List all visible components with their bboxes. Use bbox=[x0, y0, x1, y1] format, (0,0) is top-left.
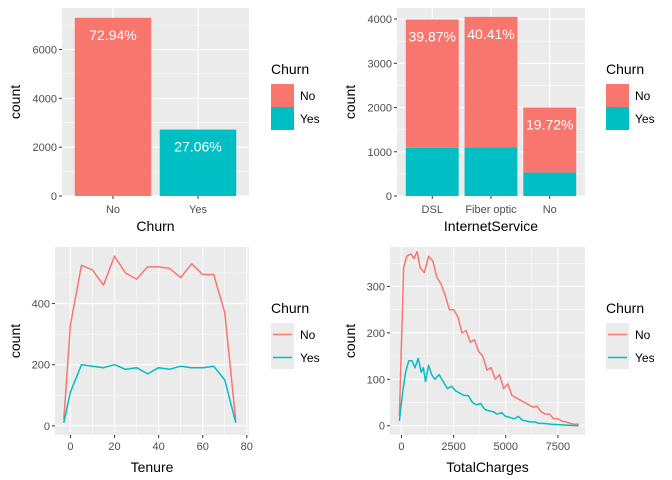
bar-yes-fiber-optic bbox=[464, 147, 518, 196]
x-tick-label: Fiber optic bbox=[465, 204, 517, 216]
legend-title: Churn bbox=[271, 61, 309, 77]
legend-title: Churn bbox=[606, 300, 644, 316]
series-line-no bbox=[398, 250, 579, 426]
x-tick-label: 40 bbox=[152, 441, 164, 453]
legend-label: No bbox=[635, 89, 651, 103]
chart-2: 39.87% 40.41% 19.72% 0 1000 2000 3000 4000 DSL Fi… bbox=[342, 8, 655, 234]
x-tick-label: 20 bbox=[108, 441, 120, 453]
y-tick-label: 3000 bbox=[368, 58, 392, 70]
bar-no-no bbox=[74, 17, 152, 196]
x-tick-label: Yes bbox=[189, 204, 207, 216]
y-tick-label: 2000 bbox=[368, 103, 392, 115]
legend: Churn No Yes bbox=[606, 300, 655, 369]
x-tick-label: 5000 bbox=[494, 441, 518, 453]
series-line-yes bbox=[398, 357, 579, 427]
y-tick-label: 200 bbox=[32, 360, 50, 372]
plot-panel bbox=[55, 247, 249, 435]
legend-label: No bbox=[300, 328, 316, 342]
x-axis-title: Churn bbox=[136, 218, 174, 234]
y-axis-title: count bbox=[7, 85, 23, 119]
y-tick-label: 6000 bbox=[33, 45, 57, 57]
legend-key-yes bbox=[271, 107, 294, 130]
chart-3: 0 200 400 0 20 40 60 80 Tenure count Churn No Yes bbox=[7, 247, 320, 475]
legend-label: Yes bbox=[635, 112, 655, 126]
bar-no-dsl bbox=[405, 19, 459, 148]
y-tick-label: 100 bbox=[367, 374, 385, 386]
legend-title: Churn bbox=[271, 300, 309, 316]
legend-title: Churn bbox=[606, 61, 644, 77]
x-tick-label: 80 bbox=[241, 441, 253, 453]
y-tick-label: 1000 bbox=[368, 147, 392, 159]
data-label: 72.94% bbox=[89, 27, 136, 43]
x-tick-label: 2500 bbox=[441, 441, 465, 453]
chart-4: 0 100 200 300 0 2500 5000 7500 TotalCharges count… bbox=[342, 247, 655, 475]
legend-label: Yes bbox=[635, 351, 655, 365]
y-tick-label: 200 bbox=[367, 328, 385, 340]
x-axis-title: Tenure bbox=[131, 459, 174, 475]
x-tick-label: 7500 bbox=[546, 441, 570, 453]
x-tick-label: No bbox=[106, 204, 120, 216]
plot-panel bbox=[390, 247, 585, 435]
legend-key-no bbox=[606, 84, 629, 107]
legend-label: Yes bbox=[300, 112, 320, 126]
y-tick-label: 4000 bbox=[368, 14, 392, 26]
y-tick-label: 4000 bbox=[33, 93, 57, 105]
legend-label: Yes bbox=[300, 351, 320, 365]
legend: Churn No Yes bbox=[271, 300, 320, 369]
bar-yes-no bbox=[523, 172, 577, 196]
y-tick-label: 0 bbox=[379, 421, 385, 433]
x-tick-label: 0 bbox=[398, 441, 404, 453]
legend: Churn No Yes bbox=[606, 61, 655, 130]
bar-no-no bbox=[523, 107, 577, 173]
x-axis-title: InternetService bbox=[444, 218, 538, 234]
x-tick-label: No bbox=[543, 204, 557, 216]
data-label: 40.41% bbox=[467, 26, 514, 42]
y-tick-label: 0 bbox=[386, 191, 392, 203]
x-tick-label: 0 bbox=[67, 441, 73, 453]
y-tick-label: 300 bbox=[367, 281, 385, 293]
y-axis-title: count bbox=[342, 85, 358, 119]
bar-yes-yes bbox=[159, 129, 237, 196]
y-tick-label: 0 bbox=[51, 191, 57, 203]
y-tick-label: 0 bbox=[44, 421, 50, 433]
legend-key-no bbox=[271, 84, 294, 107]
data-label: 27.06% bbox=[174, 139, 221, 155]
x-tick-label: DSL bbox=[422, 204, 443, 216]
x-axis-title: TotalCharges bbox=[446, 459, 529, 475]
series-line-no bbox=[63, 255, 237, 422]
y-tick-label: 400 bbox=[32, 299, 50, 311]
bar-no-fiber-optic bbox=[464, 16, 518, 148]
data-label: 19.72% bbox=[526, 117, 573, 133]
legend: Churn No Yes bbox=[271, 61, 320, 130]
legend-label: No bbox=[635, 328, 651, 342]
y-axis-title: count bbox=[342, 324, 358, 358]
y-axis-title: count bbox=[7, 324, 23, 358]
legend-key-yes bbox=[606, 107, 629, 130]
chart-1: 72.94% 27.06% 0 2000 4000 6000 No Yes Churn count… bbox=[7, 8, 320, 234]
y-tick-label: 2000 bbox=[33, 142, 57, 154]
data-label: 39.87% bbox=[409, 29, 456, 45]
x-tick-label: 60 bbox=[197, 441, 209, 453]
legend-label: No bbox=[300, 89, 316, 103]
bar-yes-dsl bbox=[405, 147, 459, 196]
series-line-yes bbox=[63, 363, 237, 423]
